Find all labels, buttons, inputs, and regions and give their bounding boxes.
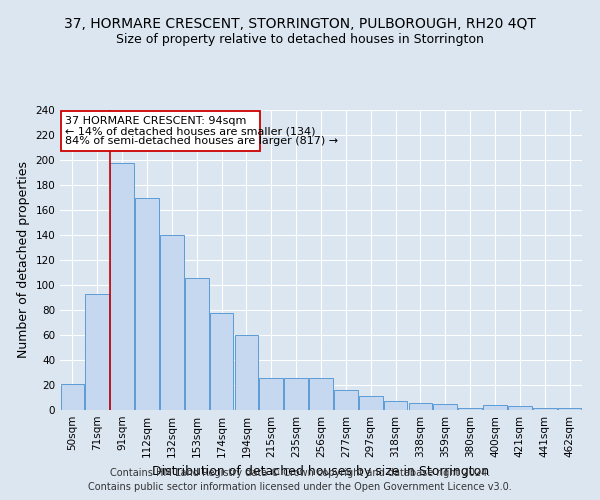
Bar <box>483 405 507 410</box>
Bar <box>110 162 134 410</box>
Bar <box>384 401 407 410</box>
Bar <box>61 384 84 410</box>
Y-axis label: Number of detached properties: Number of detached properties <box>17 162 30 358</box>
Bar <box>359 396 383 410</box>
Text: Size of property relative to detached houses in Storrington: Size of property relative to detached ho… <box>116 32 484 46</box>
Text: 37 HORMARE CRESCENT: 94sqm: 37 HORMARE CRESCENT: 94sqm <box>65 116 247 126</box>
Bar <box>210 312 233 410</box>
Bar <box>85 294 109 410</box>
FancyBboxPatch shape <box>61 112 260 151</box>
Text: 84% of semi-detached houses are larger (817) →: 84% of semi-detached houses are larger (… <box>65 136 338 146</box>
Text: ← 14% of detached houses are smaller (134): ← 14% of detached houses are smaller (13… <box>65 126 316 136</box>
Bar <box>160 235 184 410</box>
Bar <box>309 378 333 410</box>
Bar <box>284 378 308 410</box>
Bar <box>508 406 532 410</box>
Bar <box>433 404 457 410</box>
Bar <box>259 378 283 410</box>
Bar <box>558 408 581 410</box>
Text: 37, HORMARE CRESCENT, STORRINGTON, PULBOROUGH, RH20 4QT: 37, HORMARE CRESCENT, STORRINGTON, PULBO… <box>64 18 536 32</box>
Bar <box>135 198 159 410</box>
Bar <box>235 335 258 410</box>
Bar <box>458 408 482 410</box>
Bar <box>185 278 209 410</box>
X-axis label: Distribution of detached houses by size in Storrington: Distribution of detached houses by size … <box>152 466 490 478</box>
Bar <box>533 408 557 410</box>
Text: Contains HM Land Registry data © Crown copyright and database right 2024.
Contai: Contains HM Land Registry data © Crown c… <box>88 468 512 492</box>
Bar <box>409 402 432 410</box>
Bar <box>334 390 358 410</box>
